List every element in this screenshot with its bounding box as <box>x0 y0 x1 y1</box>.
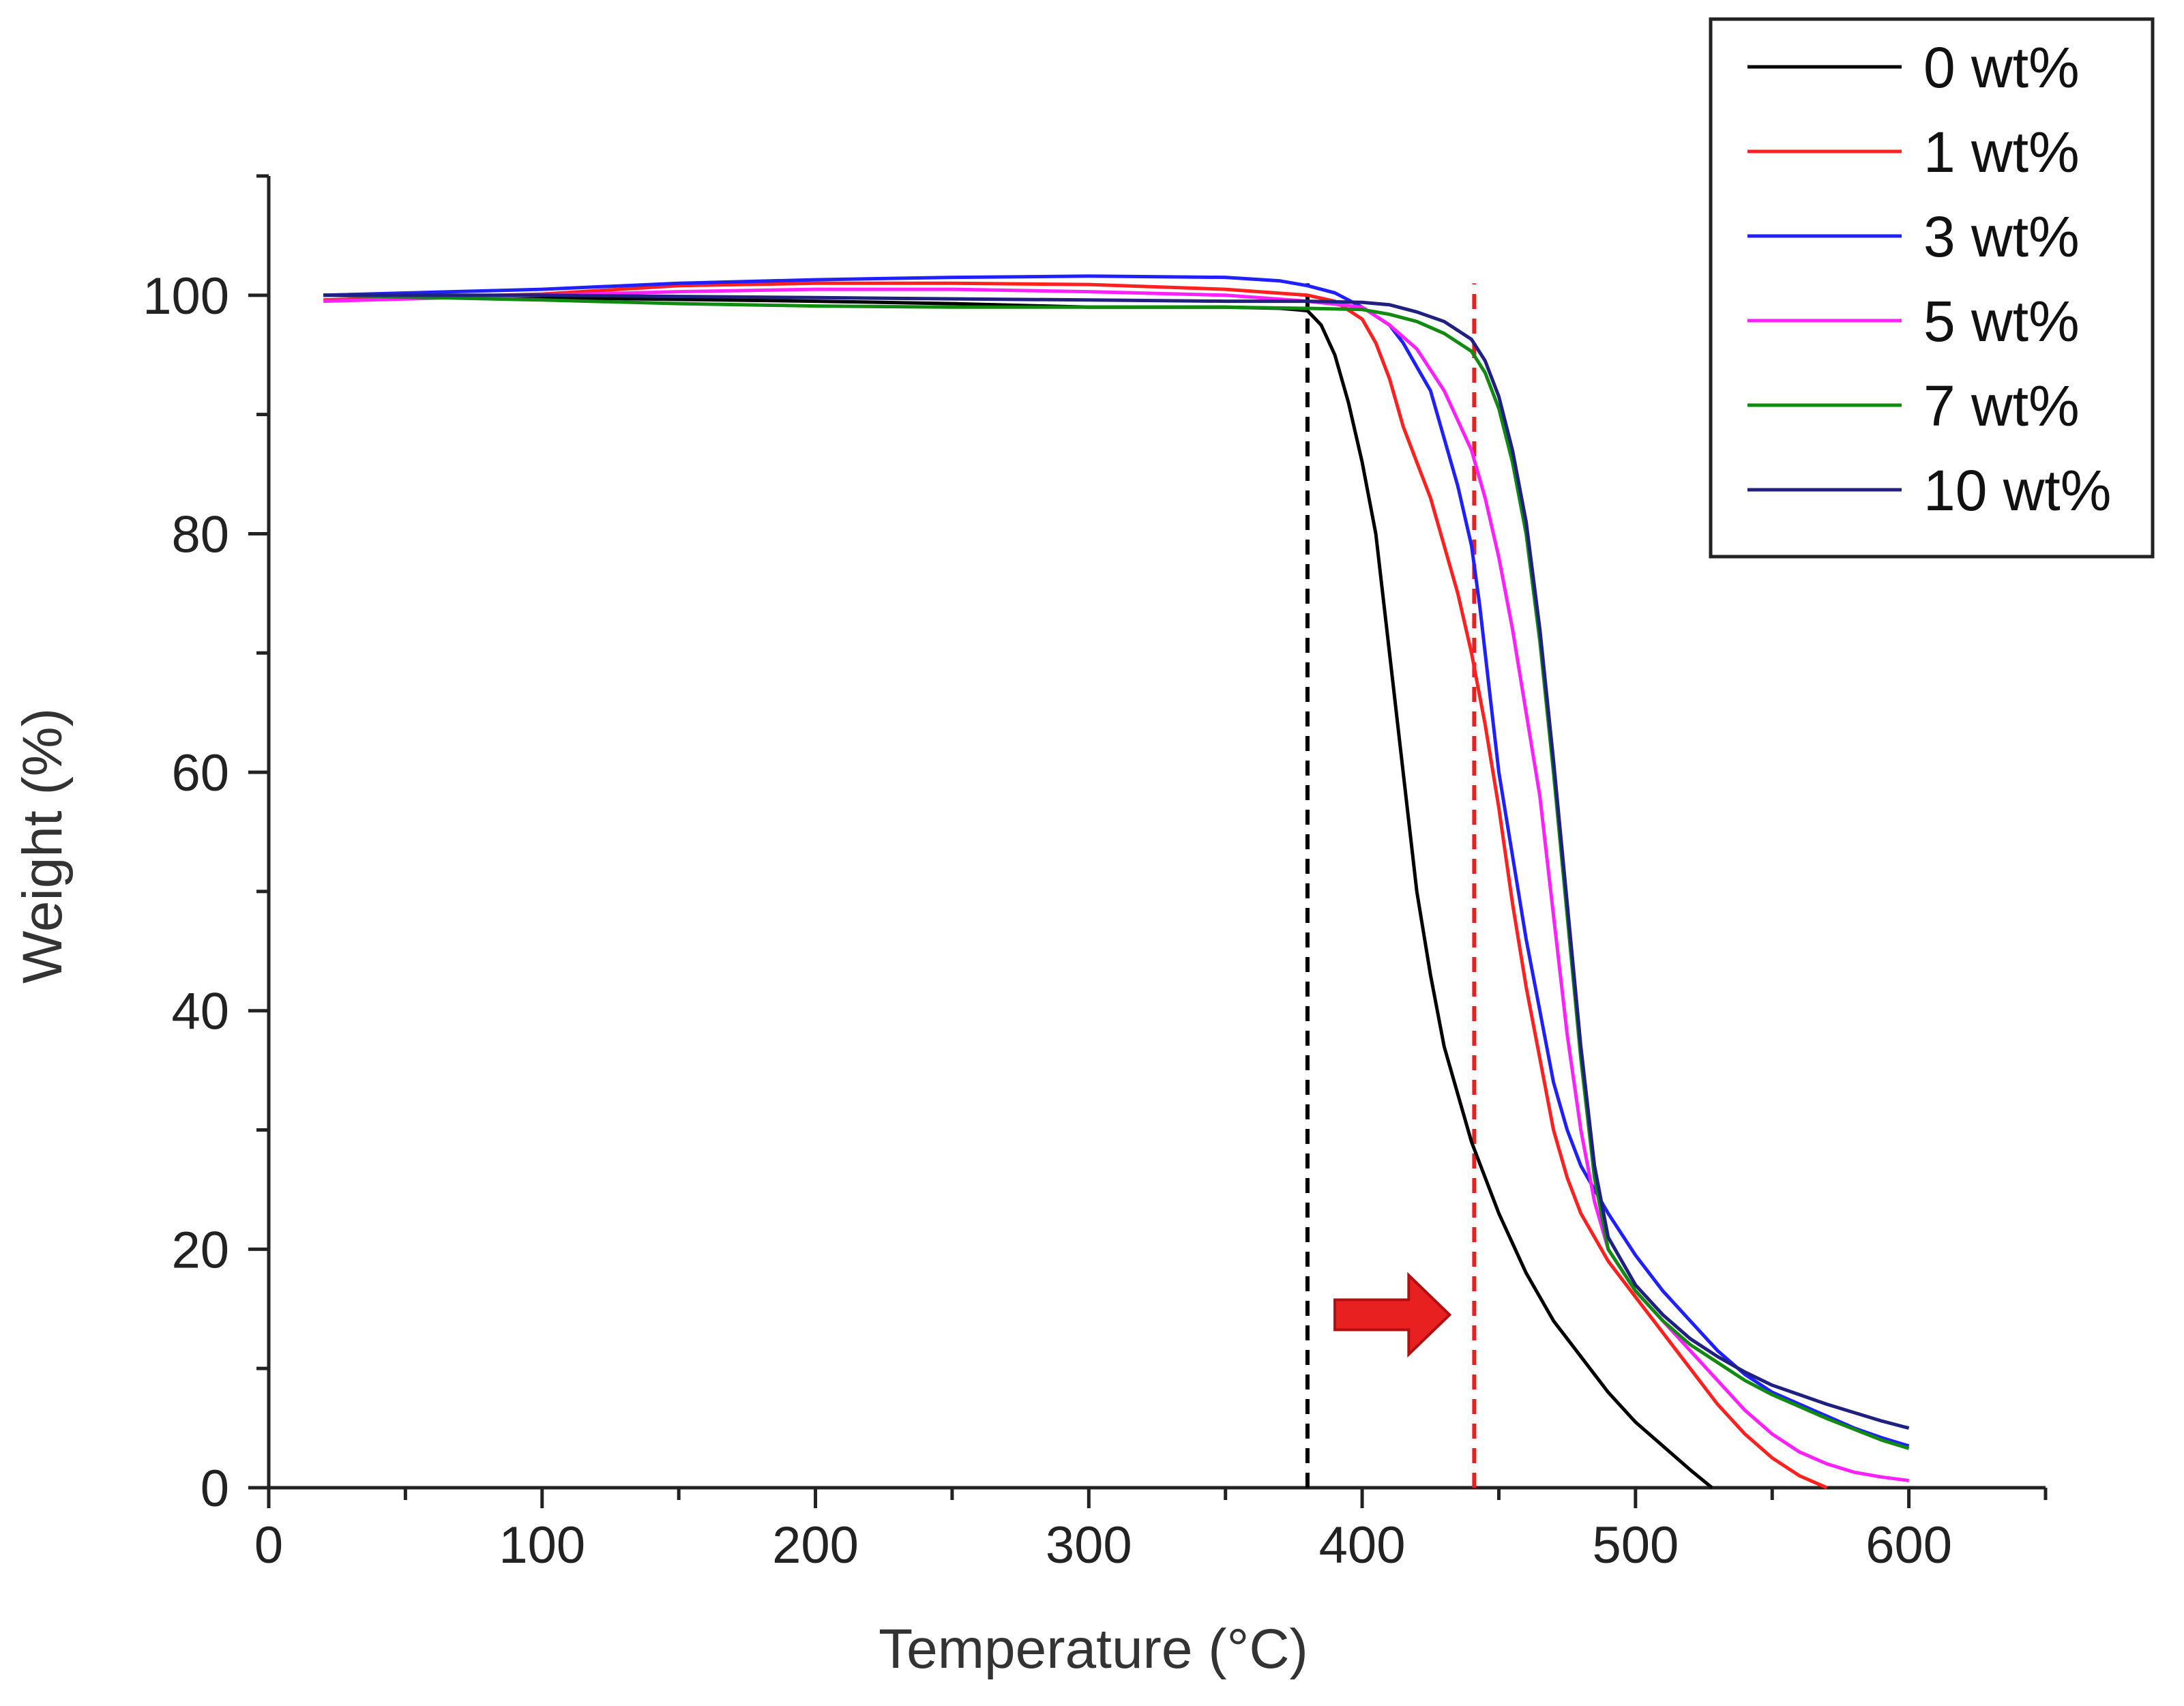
y-tick-label: 0 <box>201 1460 229 1518</box>
y-tick-label: 40 <box>171 983 229 1041</box>
y-tick-label: 80 <box>171 505 229 563</box>
annotations <box>1305 283 1477 1488</box>
x-axis-label: Temperature (°C) <box>879 1618 1308 1680</box>
series <box>323 274 1910 1490</box>
series-line-0-wt- <box>323 293 1713 1489</box>
legend-label: 3 wt% <box>1923 205 2080 269</box>
y-axis-label: Weight (%) <box>12 708 74 984</box>
y-tick-label: 100 <box>143 267 229 325</box>
legend-label: 5 wt% <box>1923 289 2080 353</box>
x-tick-label: 500 <box>1592 1516 1679 1574</box>
series-line-5-wt- <box>323 287 1909 1482</box>
x-tick-label: 0 <box>254 1516 283 1574</box>
x-tick-label: 600 <box>1865 1516 1952 1574</box>
x-tick-label: 300 <box>1046 1516 1132 1574</box>
series-line-10-wt- <box>323 293 1910 1430</box>
legend-label: 10 wt% <box>1923 458 2111 523</box>
y-tick-label: 20 <box>171 1221 229 1279</box>
axes: 0 100 200 300 400 500 600 0 20 40 60 80 100 <box>143 174 2048 1574</box>
shift-arrow <box>1333 1271 1452 1358</box>
legend-box <box>1709 17 2155 559</box>
y-tick-label: 60 <box>171 744 229 802</box>
x-tick-label: 200 <box>772 1516 859 1574</box>
legend-label: 7 wt% <box>1923 374 2080 438</box>
x-tick-label: 100 <box>499 1516 585 1574</box>
x-tick-label: 400 <box>1319 1516 1406 1574</box>
series-line-7-wt- <box>323 293 1910 1450</box>
legend-label: 1 wt% <box>1923 120 2080 184</box>
series-line-3-wt- <box>323 274 1910 1448</box>
legend: 0 wt% 1 wt% 3 wt% 5 wt% 7 wt% 10 wt% <box>1709 17 2155 559</box>
series-line-1-wt- <box>323 281 1828 1490</box>
legend-label: 0 wt% <box>1923 35 2080 100</box>
